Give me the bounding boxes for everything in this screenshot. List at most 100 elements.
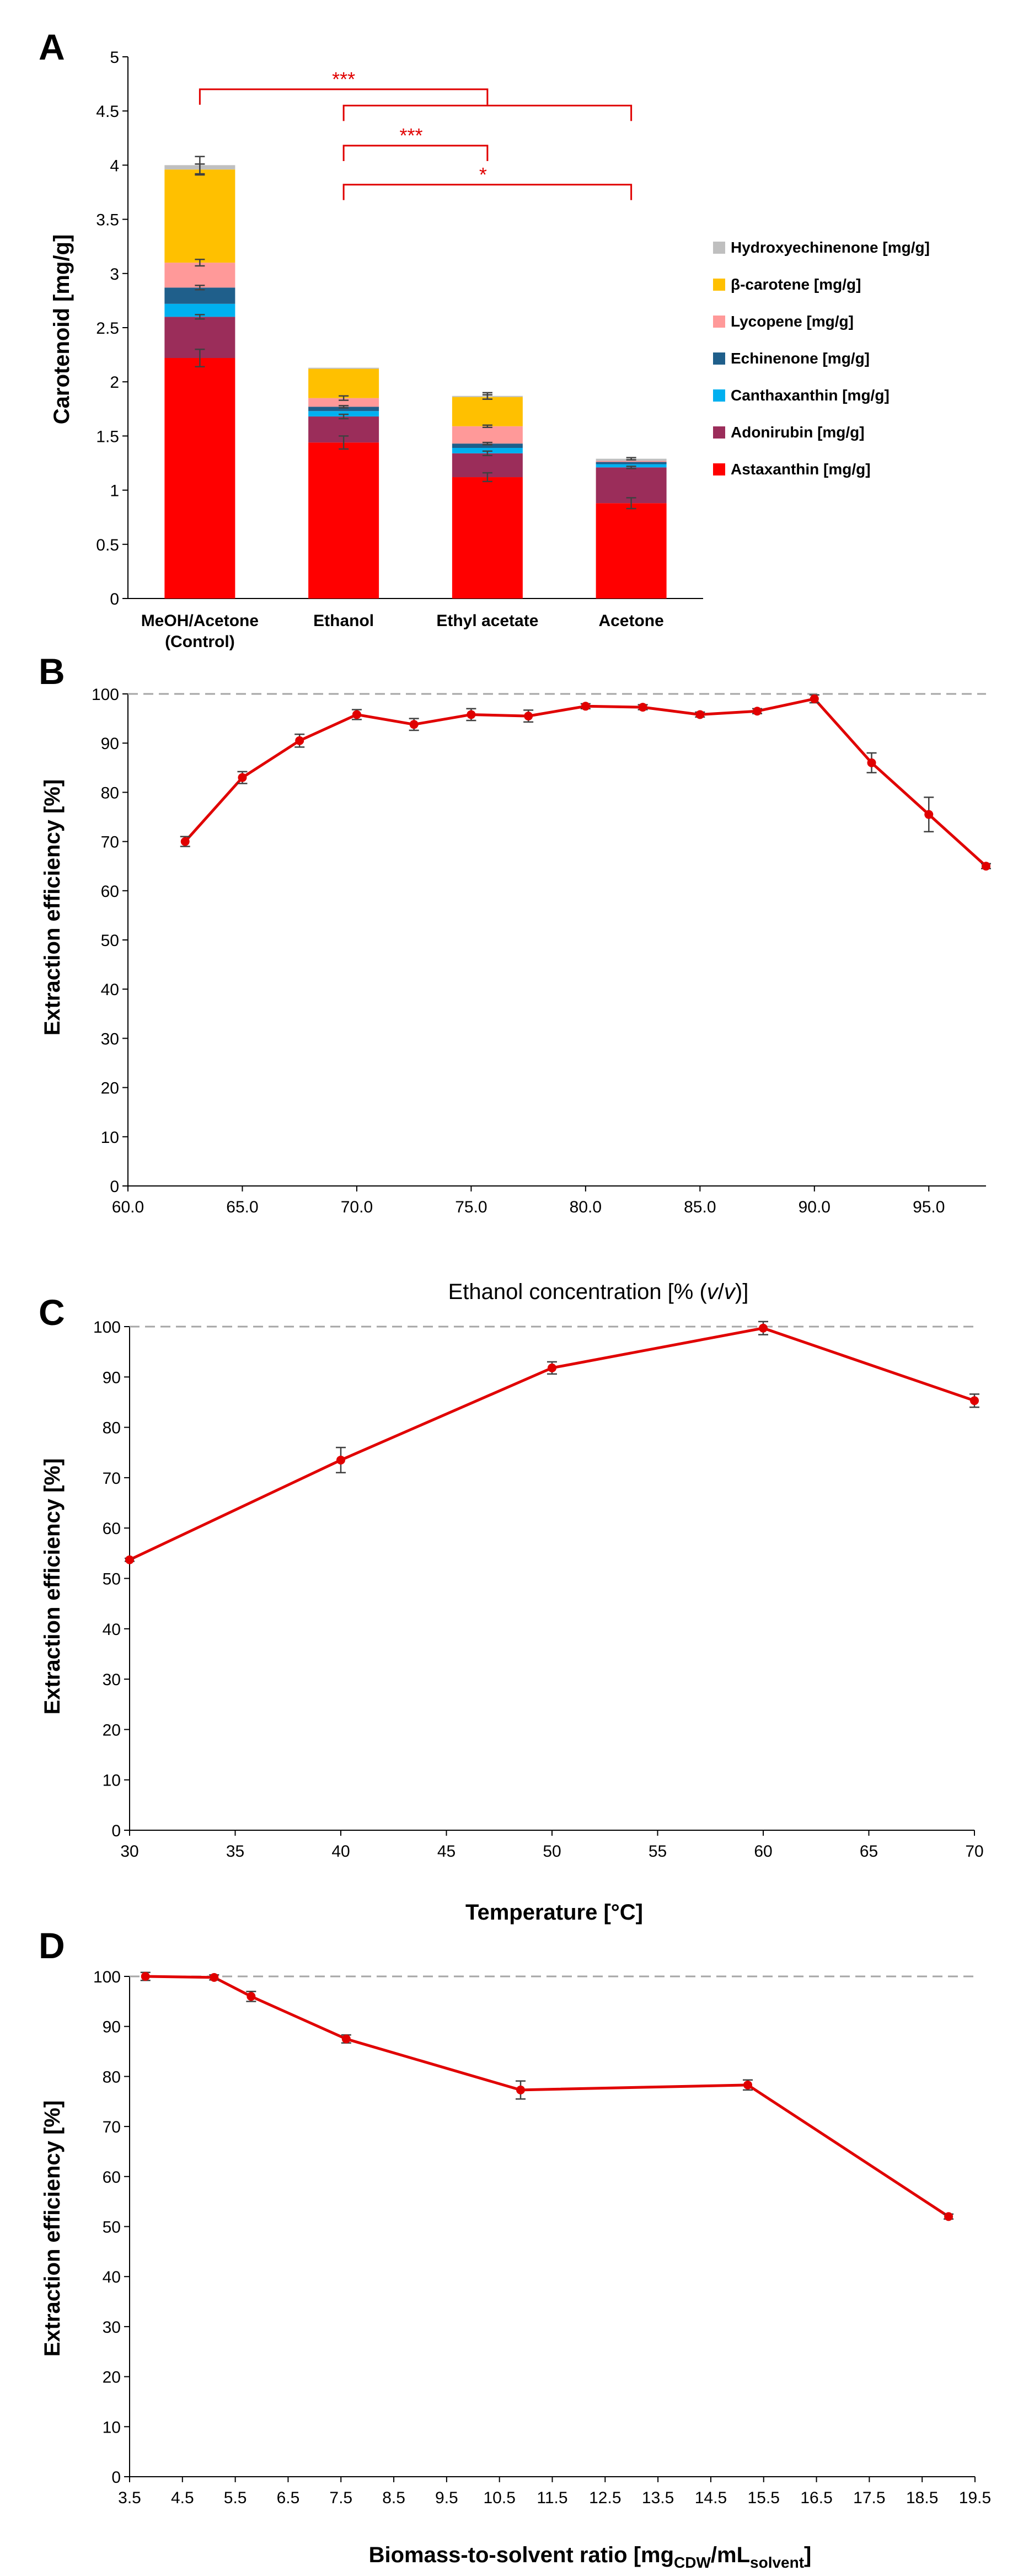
panel-b-x-tick-label: 65.0 [226, 1198, 258, 1216]
panel-d-data-point [210, 1973, 219, 1982]
panel-a-legend-label: Astaxanthin [mg/g] [731, 461, 871, 478]
panel-a-y-tick-label: 0.5 [96, 536, 119, 554]
panel-a-axes: 0 0.5 1 1.5 2 2.5 3 3.5 4 4.5 5 [96, 49, 703, 608]
panel-a-bar-segment [452, 397, 523, 426]
panel-a-bar-segment [308, 368, 379, 398]
panel-b-y-axis-label: Extraction efficiency [%] [40, 779, 65, 1036]
panel-d-y-tick-label: 10 [103, 2418, 121, 2436]
panel-c-x-tick-label: 55 [649, 1842, 667, 1861]
panel-a-bar-segment [452, 477, 523, 598]
panel-c-plot: 0 10 20 30 40 50 60 70 80 90 100 30 35 40 45 50 55 60 65 70 [93, 1318, 984, 1861]
panel-a-y-tick-label: 0 [110, 590, 119, 608]
panel-c-y-tick-label: 40 [103, 1621, 121, 1639]
panel-b-letter: B [39, 651, 65, 692]
panel-a-legend-swatch [713, 463, 725, 475]
panel-d-y-tick-label: 100 [93, 1968, 121, 1986]
panel-b-data-point [352, 710, 361, 719]
panel-a-bar-segment [164, 263, 235, 288]
panel-a-y-tick-label: 2 [110, 373, 119, 392]
panel-a-letter: A [39, 26, 65, 67]
panel-d-y-tick-label: 90 [103, 2018, 121, 2037]
panel-b-data-point [982, 862, 990, 871]
panel-d-x-tick-label: 11.5 [537, 2489, 567, 2507]
panel-a-category-label: Ethyl acetate [436, 612, 538, 630]
panel-d-y-tick-label: 50 [103, 2219, 121, 2237]
panel-b-x-tick-label: 80.0 [570, 1198, 602, 1216]
panel-d-data-point [516, 2085, 526, 2094]
panel-d-x-label-sub-cdw: CDW [674, 2554, 711, 2571]
panel-d-y-tick-label: 0 [111, 2468, 121, 2487]
panel-b-y-tick-label: 50 [101, 932, 119, 950]
panel-c-data-point [970, 1396, 979, 1405]
panel-a-bar-segment [596, 461, 667, 462]
panel-d-data-point [247, 1992, 256, 2001]
panel-c-data-point [336, 1455, 345, 1465]
panel-c-y-tick-label: 20 [103, 1721, 121, 1739]
panel-c-x-tick-label: 50 [543, 1842, 561, 1861]
panel-a-category-labels: MeOH/Acetone (Control) Ethanol Ethyl acetat… [141, 612, 664, 651]
panel-b-data-point [867, 758, 876, 767]
panel-a-y-tick-label: 1 [110, 482, 119, 500]
panel-d-x-tick-label: 15.5 [748, 2489, 780, 2507]
panel-b-y-tick-label: 10 [101, 1129, 119, 1147]
panel-d-x-tick-label: 19.5 [959, 2489, 991, 2507]
panel-a-bar-segment [164, 169, 235, 263]
panel-b-series-line [184, 697, 987, 868]
panel-a-significance-label: * [479, 163, 487, 186]
panel-a-legend-swatch [713, 426, 725, 439]
panel-a-significance-label: *** [332, 68, 355, 90]
panel-c-y-tick-label: 60 [103, 1520, 121, 1538]
panel-b-x-tick-label: 95.0 [913, 1198, 945, 1216]
panel-a-significance-label: *** [399, 124, 422, 147]
panel-a-legend-swatch [713, 352, 725, 365]
panel-a-y-tick-label: 1.5 [96, 427, 119, 446]
panel-b: B 0 10 20 30 40 50 60 70 80 90 100 60.0 65.0 70.0 75.0… [39, 651, 991, 1304]
panel-a-legend-swatch [713, 389, 725, 402]
panel-d-x-label-main: Biomass-to-solvent ratio [mg [369, 2543, 674, 2567]
panel-a-error-bars [195, 156, 636, 510]
panel-c-y-tick-label: 100 [93, 1318, 121, 1337]
panel-d-x-tick-label: 10.5 [483, 2489, 515, 2507]
panel-d-data-point [944, 2212, 953, 2221]
panel-d-y-tick-label: 30 [103, 2318, 121, 2337]
panel-d-x-label-mid: /mL [711, 2543, 750, 2567]
panel-d-data-point [341, 2034, 351, 2044]
panel-a-bar-segment [452, 426, 523, 444]
panel-d-x-label-end: ] [804, 2543, 811, 2567]
panel-a-y-tick-label: 4 [110, 157, 119, 175]
panel-a-y-tick-label: 5 [110, 49, 119, 67]
panel-c-data-point [759, 1323, 768, 1333]
panel-c-x-tick-label: 45 [437, 1842, 456, 1861]
panel-b-x-axis-label: Ethanol concentration [% (v/v)] [448, 1280, 749, 1304]
panel-a-category-label: MeOH/Acetone [141, 612, 259, 630]
panel-c-y-tick-label: 80 [103, 1419, 121, 1437]
panel-a-significance-bracket [342, 184, 633, 200]
panel-a-y-axis-label: Carotenoid [mg/g] [50, 234, 74, 424]
panel-d-x-tick-label: 9.5 [435, 2489, 458, 2507]
panel-b-data-point [810, 694, 819, 703]
panel-d-x-tick-label: 16.5 [800, 2489, 832, 2507]
panel-d-x-tick-label: 7.5 [329, 2489, 352, 2507]
panel-a-bar-segment [596, 462, 667, 464]
panel-a-bars [164, 165, 667, 598]
panel-a-significance-bracket [342, 145, 489, 162]
panel-a-significance-bracket [342, 104, 633, 121]
panel-a-bar-segment [452, 443, 523, 448]
panel-c-y-tick-label: 30 [103, 1671, 121, 1689]
panel-b-x-tick-label: 60.0 [112, 1198, 144, 1216]
panel-d-series-line [145, 1975, 950, 2218]
panel-b-x-tick-label: 85.0 [684, 1198, 716, 1216]
panel-a-legend-swatch [713, 242, 725, 254]
panel-c-y-tick-label: 0 [111, 1822, 121, 1840]
panel-d-x-tick-label: 3.5 [118, 2489, 141, 2507]
panel-c-x-tick-label: 60 [754, 1842, 772, 1861]
panel-c-data-point [125, 1555, 134, 1564]
panel-d-data-point [743, 2080, 753, 2089]
panel-a-bar-segment [596, 503, 667, 598]
panel-d-y-tick-label: 20 [103, 2369, 121, 2387]
panel-d-x-label-sub-solvent: solvent [750, 2554, 804, 2571]
panel-b-y-tick-label: 70 [101, 833, 119, 852]
panel-a-bar-segment [308, 398, 379, 407]
panel-d-x-tick-label: 8.5 [382, 2489, 405, 2507]
